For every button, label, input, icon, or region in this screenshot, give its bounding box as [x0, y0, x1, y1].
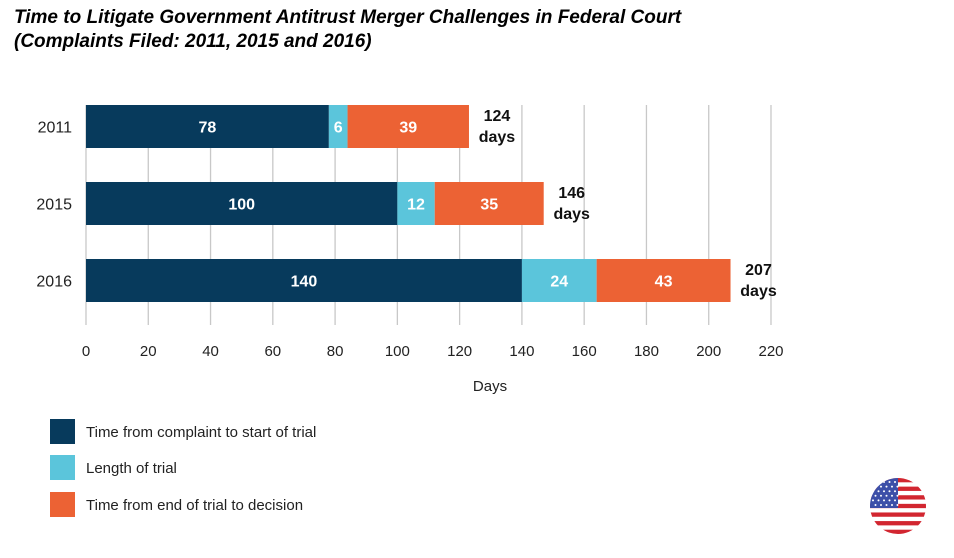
data-label: 43	[655, 274, 673, 291]
y-tick-label: 2016	[36, 274, 72, 291]
data-label: 24	[550, 274, 568, 291]
x-tick-label: 100	[385, 343, 410, 360]
subtitle-line: (Complaints Filed: 2011, 2015 and 2016)	[14, 31, 372, 52]
legend-swatch	[50, 492, 75, 517]
total-value-label: 146	[558, 185, 585, 202]
x-tick-label: 140	[509, 343, 534, 360]
x-tick-label: 120	[447, 343, 472, 360]
total-unit-label: days	[740, 283, 777, 300]
bar-segment	[521, 259, 597, 302]
bar-segment	[86, 259, 522, 302]
total-unit-label: days	[479, 129, 516, 146]
x-tick-label: 0	[82, 343, 90, 360]
us-flag-icon	[870, 478, 926, 534]
total-value-label: 124	[484, 108, 511, 125]
data-label: 140	[291, 274, 318, 291]
legend-swatch	[50, 419, 75, 444]
data-label: 39	[399, 120, 417, 137]
y-tick-label: 2015	[36, 197, 72, 214]
y-tick-label: 2011	[38, 120, 73, 137]
x-tick-label: 220	[758, 343, 783, 360]
x-tick-label: 200	[696, 343, 721, 360]
data-label: 12	[407, 197, 425, 214]
bar-segment	[86, 105, 329, 148]
x-tick-label: 60	[264, 343, 281, 360]
x-tick-label: 40	[202, 343, 219, 360]
bar-segment	[596, 259, 731, 302]
bar-segment	[86, 182, 398, 225]
bar-segment	[347, 105, 469, 148]
total-value-label: 207	[745, 262, 772, 279]
chart-title: Time to Litigate Government Antitrust Me…	[14, 6, 681, 54]
x-axis-label: Days	[473, 378, 507, 395]
data-label: 35	[480, 197, 498, 214]
title-line: Time to Litigate Government Antitrust Me…	[14, 7, 682, 28]
legend-label: Time from end of trial to decision	[86, 497, 303, 514]
legend-swatch	[50, 455, 75, 480]
bar-segment	[328, 105, 348, 148]
data-label: 78	[199, 120, 217, 137]
x-tick-label: 180	[634, 343, 659, 360]
legend-label: Time from complaint to start of trial	[86, 424, 316, 441]
x-tick-label: 80	[327, 343, 344, 360]
data-label: 100	[228, 197, 255, 214]
x-tick-label: 20	[140, 343, 157, 360]
total-unit-label: days	[553, 206, 590, 223]
legend-label: Length of trial	[86, 460, 177, 477]
bar-segment	[397, 182, 435, 225]
bar-segment	[434, 182, 544, 225]
x-tick-label: 160	[572, 343, 597, 360]
data-label: 6	[334, 120, 343, 137]
